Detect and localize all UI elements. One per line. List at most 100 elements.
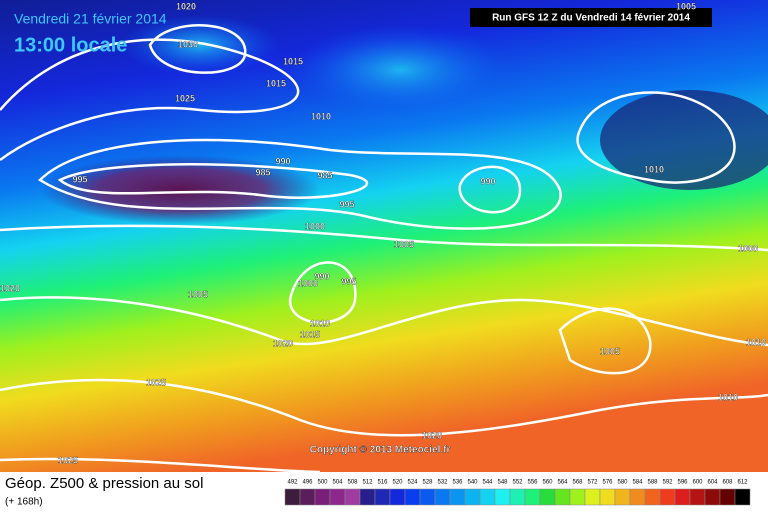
legend-swatch (389, 488, 406, 506)
isobar-label: 1000 (305, 221, 325, 231)
legend-tick-label: 568 (572, 480, 583, 486)
run-box (470, 8, 712, 27)
isobar-label: 1010 (644, 164, 664, 174)
legend-swatch (644, 488, 661, 506)
legend-tick-label: 536 (452, 480, 463, 486)
legend-swatch (479, 488, 496, 506)
legend-tick-label: 560 (542, 480, 553, 486)
ridge (290, 25, 510, 115)
legend-swatch (554, 488, 571, 506)
legend-swatch (599, 488, 616, 506)
valid-time: 13:00 locale (14, 34, 127, 56)
legend-swatch (494, 488, 511, 506)
legend-tick-label: 556 (527, 480, 538, 486)
legend-tick-label: 552 (512, 480, 523, 486)
legend-tick-label: 572 (587, 480, 598, 486)
legend-tick-label: 612 (737, 480, 748, 486)
legend-swatch (329, 488, 346, 506)
isobar-label: 1005 (600, 346, 620, 356)
isobar-label: 1010 (310, 318, 330, 328)
legend-swatch (734, 488, 751, 506)
isobar-label: 995 (341, 276, 356, 286)
isobar-label: 1025 (58, 455, 78, 465)
copyright: Copyright © 2013 Meteociel.fr (310, 445, 451, 456)
isobar-label: 1030 (178, 39, 198, 49)
isobars (0, 24, 768, 474)
isobar-label: 1015 (266, 78, 286, 88)
legend-swatch (404, 488, 421, 506)
legend-tick-label: 576 (602, 480, 613, 486)
legend-tick-label: 596 (677, 480, 688, 486)
isobar-label: 1015 (300, 329, 320, 339)
isobar-label: 1025 (146, 377, 166, 387)
legend-swatch (674, 488, 691, 506)
legend-tick-label: 584 (632, 480, 643, 486)
isobar-label: 1015 (283, 56, 303, 66)
isobar-label: 1010 (718, 392, 738, 402)
legend-tick-label: 528 (422, 480, 433, 486)
legend-swatch (449, 488, 466, 506)
isobar-label: 990 (480, 176, 495, 186)
legend-swatch (659, 488, 676, 506)
legend-swatch (539, 488, 556, 506)
legend-swatch (464, 488, 481, 506)
legend-swatch (584, 488, 601, 506)
legend-tick-label: 500 (317, 480, 328, 486)
isobar-label: 1020 (0, 283, 20, 293)
isobar-label: 985 (317, 170, 332, 180)
isobar-label: 995 (72, 174, 87, 184)
legend-tick-label: 532 (437, 480, 448, 486)
isobar-label: 985 (255, 167, 270, 177)
legend-tick-label: 588 (647, 480, 658, 486)
legend-tick-label: 540 (467, 480, 478, 486)
legend-swatch (524, 488, 541, 506)
isobar-label: 1005 (188, 289, 208, 299)
legend-swatch (374, 488, 391, 506)
legend-tick-label: 504 (332, 480, 343, 486)
footer-title: Géop. Z500 & pression au sol (5, 475, 203, 492)
isobar-label: 1005 (676, 1, 696, 11)
legend-tick-label: 544 (482, 480, 493, 486)
legend-swatch (719, 488, 736, 506)
legend-tick-label: 512 (362, 480, 373, 486)
isobar-label: 1010 (746, 337, 766, 347)
legend-tick-label: 508 (347, 480, 358, 486)
isobar-label: 1005 (394, 239, 414, 249)
legend-tick-label: 600 (692, 480, 703, 486)
legend-swatch (569, 488, 586, 506)
isobar-label: 1000 (298, 278, 318, 288)
legend-swatch (344, 488, 361, 506)
run-info: Run GFS 12 Z du Vendredi 14 février 2014 (492, 13, 690, 24)
legend-swatch (359, 488, 376, 506)
legend-swatch (314, 488, 331, 506)
legend-tick-label: 516 (377, 480, 388, 486)
legend-swatch (419, 488, 436, 506)
legend-swatch (689, 488, 706, 506)
legend-tick-label: 580 (617, 480, 628, 486)
isobar-label: 995 (339, 199, 354, 209)
isobar-label: 1025 (175, 93, 195, 103)
legend-swatch (284, 488, 301, 506)
isobar-label: 1020 (422, 430, 442, 440)
legend-swatch (629, 488, 646, 506)
legend-tick-label: 492 (287, 480, 298, 486)
legend-swatch (614, 488, 631, 506)
legend-tick-label: 548 (497, 480, 508, 486)
legend-tick-label: 520 (392, 480, 403, 486)
isobar-label: 1020 (273, 338, 293, 348)
isobar-label: 1020 (176, 1, 196, 11)
isobar-label: 1000 (738, 243, 758, 253)
legend-tick-label: 564 (557, 480, 568, 486)
legend-tick-label: 604 (707, 480, 718, 486)
valid-date: Vendredi 21 février 2014 (14, 11, 167, 27)
isobar-label: 990 (314, 271, 329, 281)
legend-tick-label: 496 (302, 480, 313, 486)
legend-swatch (704, 488, 721, 506)
isobar-label: 1010 (311, 111, 331, 121)
footer-lead: (+ 168h) (5, 497, 43, 508)
legend-tick-label: 608 (722, 480, 733, 486)
legend-swatch (299, 488, 316, 506)
legend-tick-label: 592 (662, 480, 673, 486)
